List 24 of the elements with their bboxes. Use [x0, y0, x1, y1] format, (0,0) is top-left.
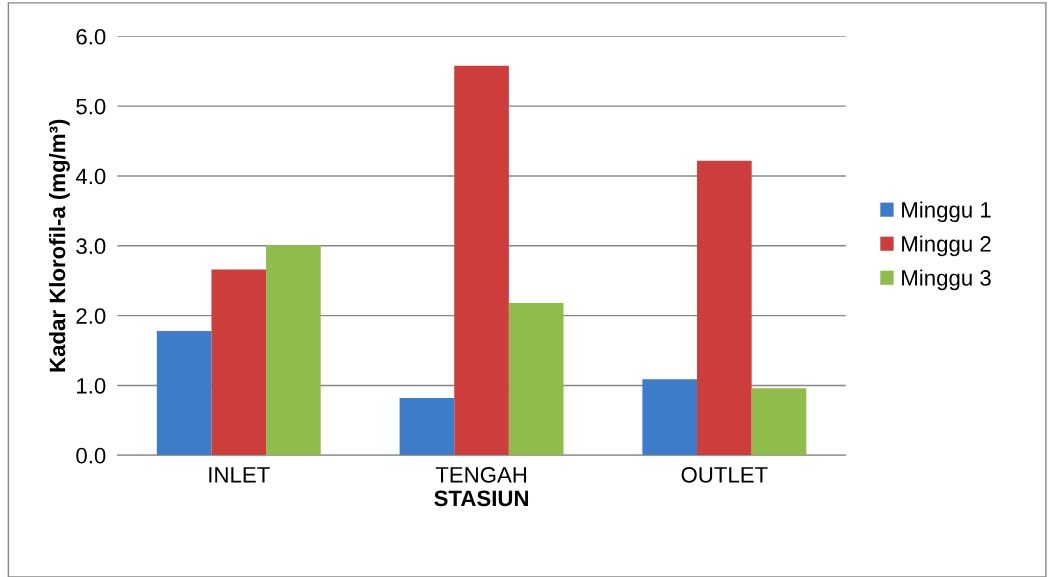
y-tick-label: 3.0: [76, 238, 106, 255]
y-tick-label: 0.0: [76, 447, 106, 464]
y-tick-label: 5.0: [76, 98, 106, 115]
y-tick-label: 6.0: [76, 28, 106, 45]
legend-label: Minggu 3: [902, 269, 991, 291]
bar: [454, 65, 509, 456]
x-tick-label: TENGAH: [435, 466, 527, 483]
legend-label: Minggu 2: [902, 235, 991, 257]
bar: [508, 303, 564, 456]
y-tick-label: 2.0: [76, 308, 106, 324]
x-tick-label: INLET: [209, 467, 270, 483]
legend-label: Minggu 1: [902, 201, 991, 223]
x-axis-title: STASIUN: [434, 490, 529, 507]
y-tick-label: 4.0: [75, 168, 106, 185]
y-axis-title: Kadar Klorofil-a (mg/m³): [49, 119, 70, 372]
x-tick-label: OUTLET: [681, 466, 768, 483]
bar: [156, 330, 212, 456]
bar: [266, 245, 321, 456]
bar: [399, 398, 455, 456]
bar: [642, 379, 698, 456]
bar: [751, 388, 807, 456]
bar: [211, 269, 267, 456]
bar: [697, 160, 752, 456]
y-tick-label: 1.0: [77, 377, 106, 394]
